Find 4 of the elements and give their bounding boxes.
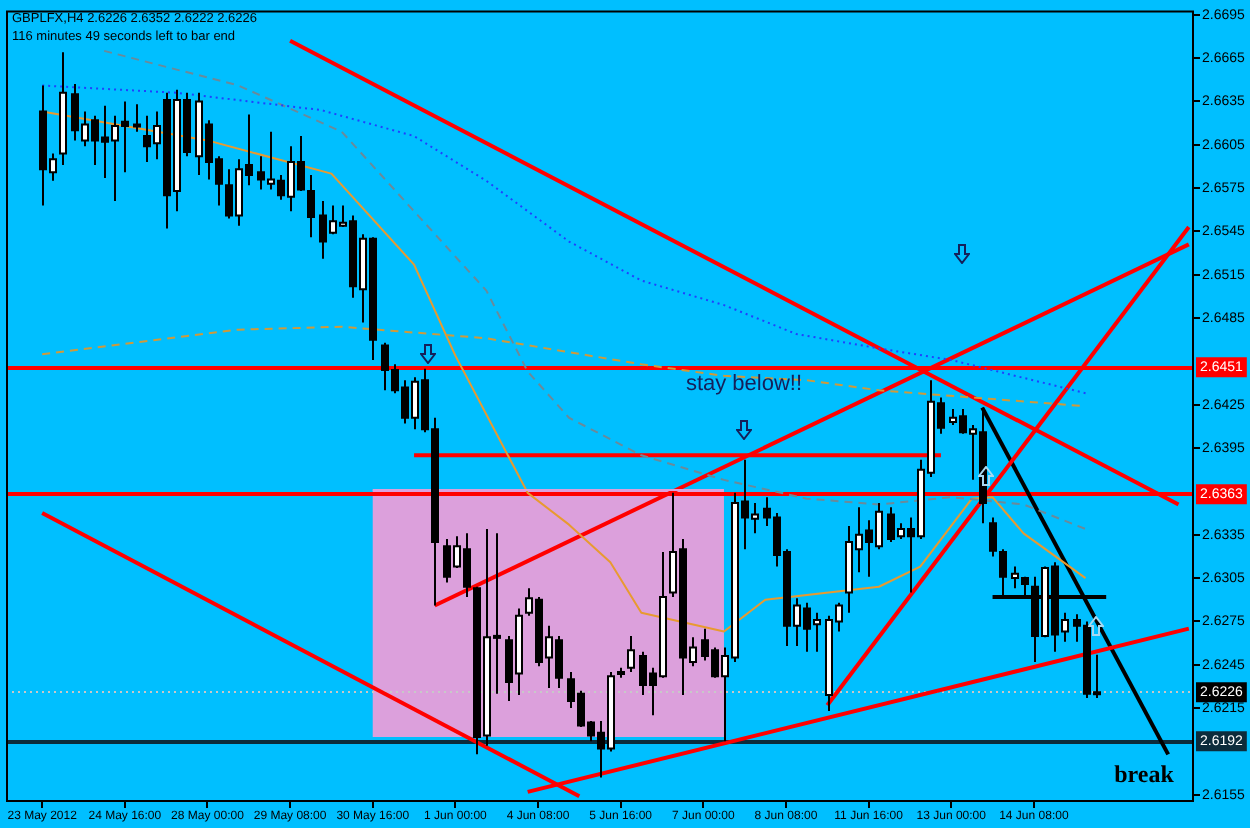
line-series bbox=[103, 49, 1087, 530]
line-series bbox=[41, 84, 1087, 395]
annotation: stay below!! bbox=[685, 372, 803, 397]
annotation: break bbox=[1114, 760, 1175, 789]
